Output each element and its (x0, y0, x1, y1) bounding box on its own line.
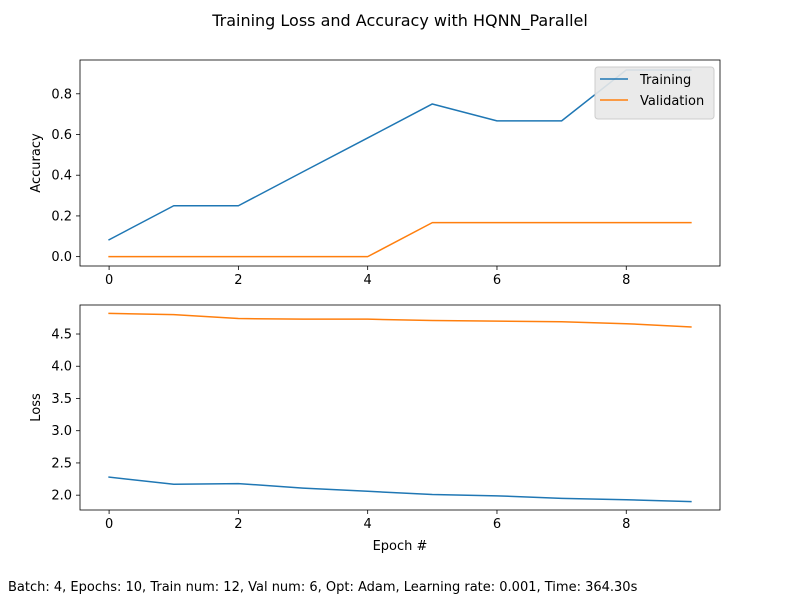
y-tick-label: 3.5 (51, 392, 72, 407)
series-line-training (108, 69, 692, 241)
x-tick-label: 0 (105, 273, 113, 288)
footer-run-info: Batch: 4, Epochs: 10, Train num: 12, Val… (8, 580, 638, 595)
axes-frame (79, 59, 721, 267)
legend-label-validation: Validation (640, 94, 704, 109)
x-tick-label: 8 (622, 273, 630, 288)
axes-frame (79, 304, 721, 511)
legend-box (594, 66, 715, 120)
figure-title: Training Loss and Accuracy with HQNN_Par… (211, 11, 588, 31)
series-line-validation (108, 312, 692, 328)
y-axis-label: Accuracy (29, 133, 44, 193)
y-tick-label: 0.8 (51, 87, 72, 102)
x-tick-label: 0 (105, 517, 113, 532)
x-tick-label: 6 (493, 517, 501, 532)
legend-label-training: Training (639, 73, 691, 88)
x-tick-label: 2 (234, 273, 242, 288)
series-line-validation (108, 221, 692, 258)
loss-panel: 0 2 4 6 8 2.0 2.5 3.0 3.5 4.0 4.5 Loss Epoch # (29, 304, 721, 554)
legend: Training Validation (594, 66, 715, 120)
y-axis-label: Loss (29, 393, 44, 422)
y-tick-label: 3.0 (51, 424, 72, 439)
y-tick-label: 0.0 (51, 250, 72, 265)
x-tick-label: 4 (364, 273, 372, 288)
y-tick-label: 0.4 (51, 169, 72, 184)
y-tick-label: 2.5 (51, 456, 72, 471)
x-axis-label: Epoch # (373, 539, 428, 554)
x-tick-label: 8 (622, 517, 630, 532)
accuracy-panel: 0 2 4 6 8 0.0 0.2 0.4 0.6 0.8 Accuracy Training Vali… (29, 59, 721, 288)
y-tick-label: 4.5 (51, 328, 72, 343)
x-tick-label: 6 (493, 273, 501, 288)
y-tick-label: 0.6 (51, 128, 72, 143)
y-tick-label: 0.2 (51, 209, 72, 224)
x-tick-label: 4 (364, 517, 372, 532)
x-tick-label: 2 (234, 517, 242, 532)
y-tick-label: 4.0 (51, 360, 72, 375)
series-line-training (108, 476, 692, 503)
y-tick-label: 2.0 (51, 489, 72, 504)
